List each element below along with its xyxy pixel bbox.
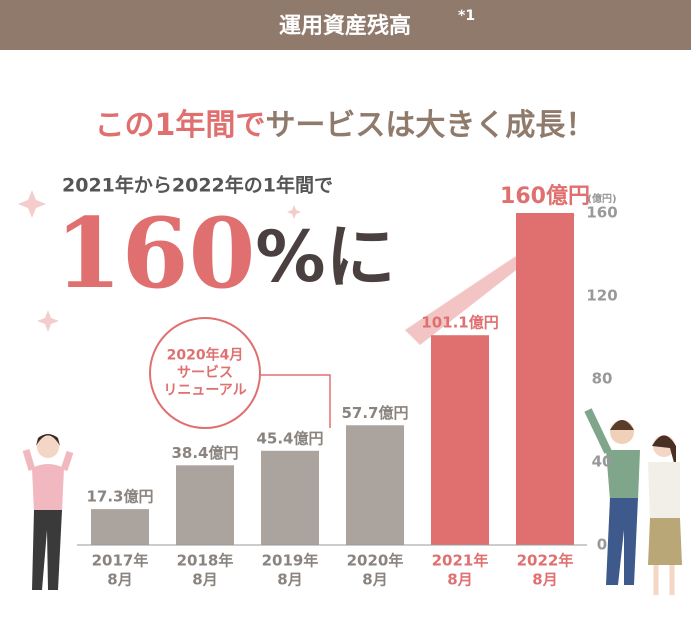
annotation-circle [149,317,261,429]
headline-part: この1年間で [95,108,266,143]
x-tick-label: 2022年 8月 [517,551,574,588]
people-right [584,408,682,595]
bar [91,509,149,545]
x-tick-label: 2018年 8月 [177,551,234,588]
y-tick-label: 40 [592,453,613,471]
big-number-suffix: %に [255,216,395,298]
value-label: 160億円 [500,183,590,209]
y-tick-label: 120 [586,287,617,305]
bar [261,450,319,545]
y-tick-label: 80 [592,370,613,388]
sparkles [18,190,301,332]
person-left [22,434,74,590]
big-number-value: 160 [55,197,255,310]
headline: この1年間でサービスは大きく成長！ [95,108,596,143]
annotation-leader [253,374,331,428]
x-tick-label: 2019年 8月 [262,551,319,588]
y-tick-label: 0 [597,536,607,554]
value-label: 101.1億円 [421,314,498,332]
value-label: 57.7億円 [341,404,408,422]
x-tick-label: 2021年 8月 [432,551,489,588]
subtitle: 2021年から2022年の1年間で [62,174,333,197]
bar [346,425,404,545]
annotation: 2020年4月サービスリニューアル [163,347,246,399]
bar [176,465,234,545]
header-note: *1 [458,8,475,24]
x-tick-label: 2020年 8月 [347,551,404,588]
x-tick-label: 2017年 8月 [92,551,149,588]
y-unit: (億円) [587,192,616,205]
bar [431,335,489,545]
header-band [0,0,691,50]
bar [516,213,574,545]
value-label: 38.4億円 [171,444,238,462]
value-label: 17.3億円 [86,488,153,506]
y-tick-label: 160 [586,204,617,222]
header-title: 運用資産残高 [279,13,411,39]
value-label: 45.4億円 [256,429,323,447]
headline-part: サービスは大きく成長！ [265,108,595,143]
big-number: 160%に [55,197,396,310]
